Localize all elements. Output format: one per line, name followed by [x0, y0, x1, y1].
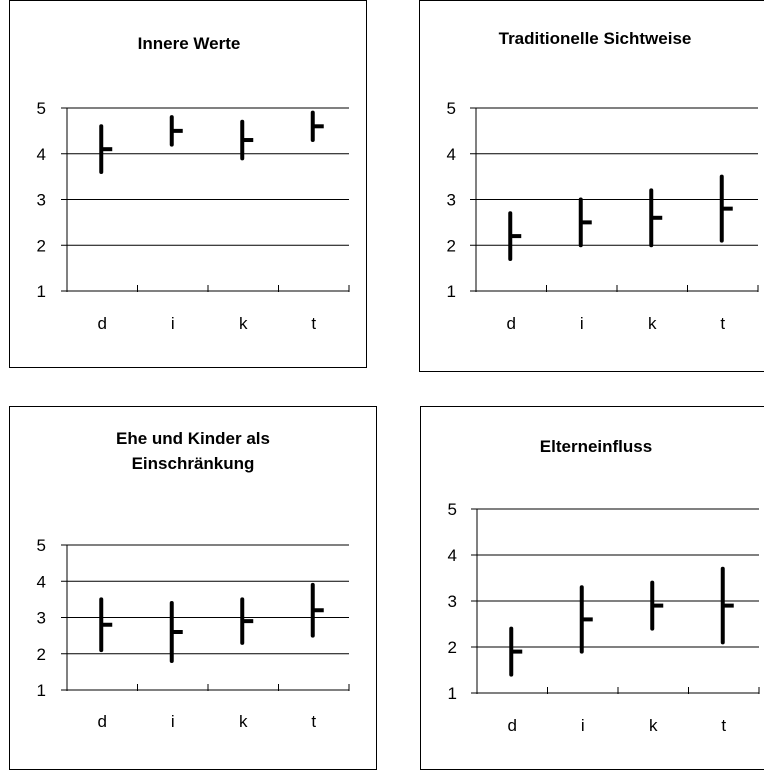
chart-title: Elterneinfluss	[540, 437, 652, 456]
chart-panel-traditionelle-sichtweise: Traditionelle Sichtweise 1 2 3 4 5 d i k t	[419, 0, 764, 372]
chart-svg: Ehe und Kinder als Einschränkung 1 2 3 4 5 d i k t	[37, 429, 350, 731]
x-tick-label: k	[648, 314, 657, 333]
chart-svg: Elterneinfluss 1 2 3 4 5 d i k t	[448, 437, 760, 735]
x-tick-label: t	[311, 314, 316, 333]
x-tick-label: i	[171, 712, 175, 731]
chart-panel-elterneinfluss: Elterneinfluss 1 2 3 4 5 d i k t	[420, 406, 764, 770]
x-tick-label: t	[720, 314, 725, 333]
x-tick-label: d	[98, 314, 107, 333]
x-tick-label: d	[507, 314, 516, 333]
x-tick-label: t	[311, 712, 316, 731]
chart-svg: Innere Werte 1 2 3 4 5 d i k t	[37, 34, 350, 333]
x-tick-label: k	[649, 716, 658, 735]
y-tick-label: 3	[448, 592, 457, 611]
x-tick-label: i	[171, 314, 175, 333]
y-tick-label: 1	[447, 282, 456, 301]
y-tick-label: 3	[37, 609, 46, 628]
y-tick-label: 1	[37, 282, 46, 301]
y-tick-label: 5	[447, 99, 456, 118]
y-tick-label: 4	[37, 572, 46, 591]
chart-panel-innere-werte: Innere Werte 1 2 3 4 5 d i k t	[9, 0, 367, 368]
y-tick-label: 2	[37, 645, 46, 664]
y-tick-label: 2	[447, 236, 456, 255]
y-tick-label: 4	[447, 145, 456, 164]
x-tick-label: i	[580, 314, 584, 333]
y-tick-label: 1	[448, 684, 457, 703]
chart-svg: Traditionelle Sichtweise 1 2 3 4 5 d i k t	[447, 29, 759, 333]
y-tick-label: 5	[37, 536, 46, 555]
chart-panel-ehe-und-kinder: Ehe und Kinder als Einschränkung 1 2 3 4 5 d i k t	[9, 406, 377, 770]
y-tick-label: 4	[37, 145, 46, 164]
x-tick-label: d	[98, 712, 107, 731]
y-tick-label: 2	[37, 236, 46, 255]
chart-title: Einschränkung	[132, 454, 255, 473]
y-tick-label: 4	[448, 546, 457, 565]
chart-title: Traditionelle Sichtweise	[499, 29, 692, 48]
y-tick-label: 1	[37, 681, 46, 700]
x-tick-label: t	[721, 716, 726, 735]
chart-title: Innere Werte	[138, 34, 241, 53]
x-tick-label: k	[239, 314, 248, 333]
y-tick-label: 3	[37, 191, 46, 210]
y-tick-label: 5	[37, 99, 46, 118]
x-tick-label: i	[581, 716, 585, 735]
y-tick-label: 2	[448, 638, 457, 657]
y-tick-label: 5	[448, 500, 457, 519]
x-tick-label: d	[508, 716, 517, 735]
y-tick-label: 3	[447, 191, 456, 210]
x-tick-label: k	[239, 712, 248, 731]
chart-title: Ehe und Kinder als	[116, 429, 270, 448]
